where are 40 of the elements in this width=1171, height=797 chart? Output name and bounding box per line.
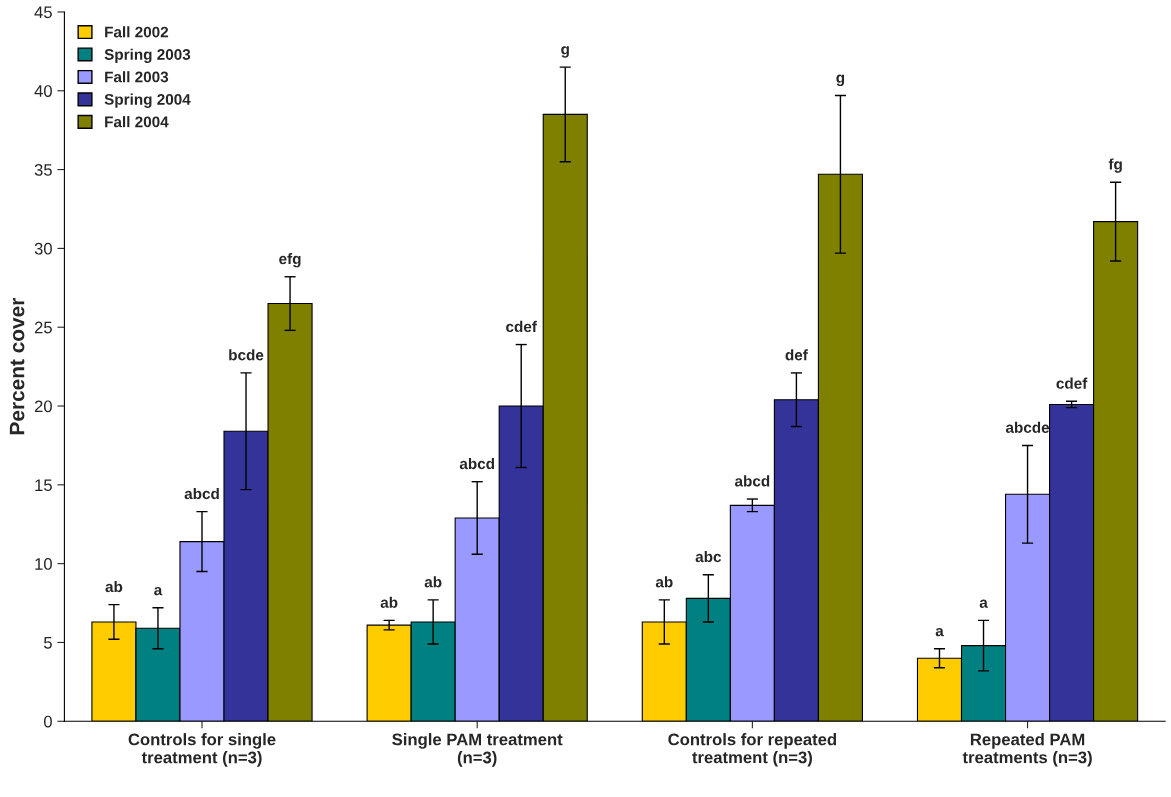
x-tick-label: Single PAM treatment (n=3) xyxy=(392,733,563,767)
x-tick-label: Controls for repeated treatment (n=3) xyxy=(668,733,837,767)
x-tick-label: Repeated PAM treatments (n=3) xyxy=(962,733,1092,767)
annotation: g xyxy=(561,46,569,58)
annotation: abcde xyxy=(1005,421,1050,433)
annotation: bcde xyxy=(229,349,264,361)
annotation: g xyxy=(836,74,845,87)
y-tick-label: 15 xyxy=(35,479,52,492)
legend-label: Fall 2003 xyxy=(105,71,169,83)
annotation: ab xyxy=(424,576,442,588)
legend-label: Fall 2002 xyxy=(105,26,169,38)
x-tick-label: Controls for single treatment (n=3) xyxy=(128,733,276,767)
y-tick-label: 0 xyxy=(43,715,52,728)
y-tick-label: 30 xyxy=(34,242,52,255)
y-tick-label: 10 xyxy=(35,558,52,570)
annotation: cdef xyxy=(506,320,537,333)
y-tick-label: 35 xyxy=(34,163,52,176)
y-tick-label: 20 xyxy=(34,400,52,413)
annotation: ab xyxy=(655,576,673,588)
annotation: ab xyxy=(105,580,123,593)
annotation: ab xyxy=(380,596,398,608)
annotation: abcd xyxy=(459,457,495,470)
annotation: abcd xyxy=(734,475,770,487)
y-tick-label: 40 xyxy=(34,85,52,97)
legend-label: Fall 2004 xyxy=(105,116,169,128)
annotation: cdef xyxy=(1056,377,1088,389)
annotation: a xyxy=(979,599,988,608)
y-axis-title: Percent cover xyxy=(9,298,25,435)
annotation: a xyxy=(935,627,944,637)
annotation: fg xyxy=(1108,158,1122,173)
y-tick-label: 5 xyxy=(44,637,52,649)
legend-label: Spring 2003 xyxy=(104,48,191,63)
y-tick-label: 25 xyxy=(34,321,52,334)
annotation: abc xyxy=(695,550,722,563)
annotation: a xyxy=(154,586,163,596)
annotation: efg xyxy=(279,253,301,268)
annotation: def xyxy=(785,349,808,361)
y-tick-label: 45 xyxy=(34,6,52,19)
annotation: abcd xyxy=(184,487,219,500)
legend-label: Spring 2004 xyxy=(104,93,191,108)
